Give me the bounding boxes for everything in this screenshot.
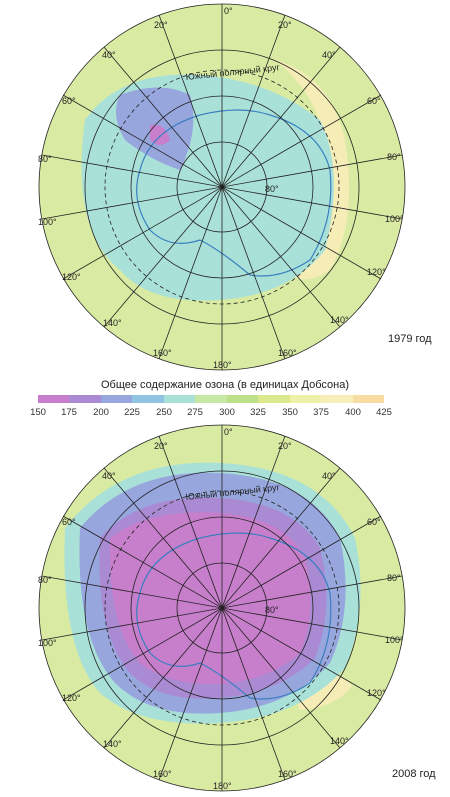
meridian-label-20e: 20° [278, 441, 292, 451]
legend-tick: 375 [313, 407, 329, 418]
meridian-label-120w: 120° [62, 272, 81, 282]
legend-swatch [352, 395, 384, 403]
grid [38, 424, 406, 792]
meridian-label-20w: 20° [154, 20, 168, 30]
antarctica-outline [136, 109, 332, 277]
legend-swatch [321, 395, 353, 403]
meridian-label-140e: 140° [330, 315, 349, 325]
legend-tick: 425 [376, 407, 392, 418]
legend-tick: 225 [124, 407, 140, 418]
lowest-ozone-zone [109, 512, 311, 685]
grid [38, 3, 406, 371]
legend-swatch [163, 395, 196, 403]
meridian-label-0: 0° [224, 427, 233, 437]
legend-swatch [289, 395, 322, 403]
meridian-label-120w: 120° [62, 693, 81, 703]
legend-color-bar [38, 395, 384, 403]
meridian-label-180: 180° [213, 360, 232, 370]
meridian-label-160e: 160° [278, 348, 297, 358]
meridian-label-100w: 100° [38, 217, 57, 227]
legend-tick: 250 [156, 407, 172, 418]
meridian-label-180: 180° [213, 781, 232, 791]
meridian-label-40e: 40° [322, 471, 336, 481]
legend-tick: 300 [219, 407, 235, 418]
ozone-map-1979: 0° 20° 40° 60° 80° 100° 120° 140° 160° 1… [38, 3, 406, 371]
meridian-label-100w: 100° [38, 638, 57, 648]
high-ozone-band [275, 60, 350, 280]
meridian-label-140e: 140° [330, 736, 349, 746]
meridian-label-80e: 80° [387, 573, 401, 583]
meridian-label-80w: 80° [38, 154, 52, 164]
meridian-label-40w: 40° [102, 50, 116, 60]
legend-swatch [226, 395, 259, 403]
meridian-label-120e: 120° [367, 688, 386, 698]
meridian-label-0: 0° [224, 6, 233, 16]
legend-swatch [258, 395, 290, 403]
meridian-label-80e: 80° [387, 152, 401, 162]
meridian-label-140w: 140° [103, 739, 122, 749]
meridian-label-160w: 160° [153, 348, 172, 358]
ozone-map-2008: 0° 20° 40° 60° 80° 100° 120° 140° 160° 1… [38, 424, 406, 792]
legend-tick: 350 [282, 407, 298, 418]
legend-swatch [132, 395, 164, 403]
meridian-label-160e: 160° [278, 769, 297, 779]
meridian-label-20w: 20° [154, 441, 168, 451]
legend-swatch [38, 395, 70, 403]
legend-tick: 175 [61, 407, 77, 418]
meridian-label-40w: 40° [102, 471, 116, 481]
meridian-label-100e: 100° [385, 635, 404, 645]
meridian-label-160w: 160° [153, 769, 172, 779]
meridian-label-60w: 60° [62, 517, 76, 527]
lowest-ozone-zone [150, 124, 170, 145]
legend-swatch [100, 395, 133, 403]
legend-title: Общее содержание озона (в единицах Добсо… [100, 379, 350, 391]
legend-swatch [195, 395, 227, 403]
latitude-label-80: 80° [265, 184, 279, 194]
meridian-label-120e: 120° [367, 267, 386, 277]
legend-tick: 325 [250, 407, 266, 418]
meridian-label-60w: 60° [62, 96, 76, 106]
meridian-label-20e: 20° [278, 20, 292, 30]
meridian-label-60e: 60° [367, 96, 381, 106]
meridian-label-40e: 40° [322, 50, 336, 60]
meridian-label-140w: 140° [103, 318, 122, 328]
legend-tick: 400 [345, 407, 361, 418]
antarctica-outline [136, 532, 332, 700]
latitude-label-80: 80° [265, 605, 279, 615]
meridian-label-100e: 100° [385, 214, 404, 224]
meridian-label-60e: 60° [367, 517, 381, 527]
legend-tick: 200 [93, 407, 109, 418]
legend-swatch [69, 395, 101, 403]
legend-tick: 150 [30, 407, 46, 418]
meridian-label-80w: 80° [38, 575, 52, 585]
year-label-2008: 2008 год [392, 768, 436, 780]
legend-tick: 275 [187, 407, 203, 418]
year-label-1979: 1979 год [388, 333, 432, 345]
